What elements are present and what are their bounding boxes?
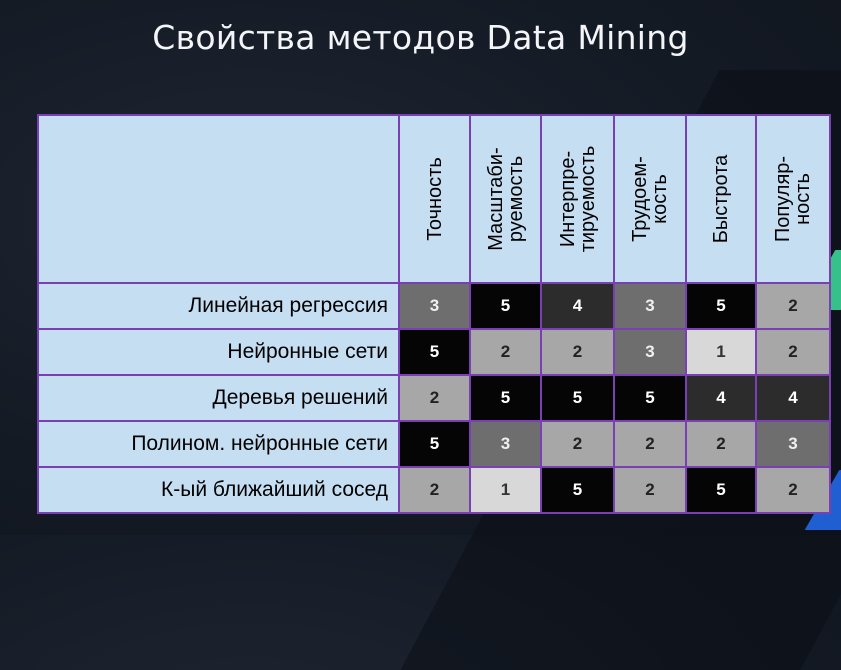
score-cell: 1	[469, 466, 542, 514]
score-cell: 2	[469, 328, 542, 376]
table-row: К-ый ближайший сосед 2 1 5 2 5 2	[37, 466, 831, 514]
slide-title: Свойства методов Data Mining	[152, 18, 689, 57]
score-cell: 3	[469, 420, 542, 468]
score-cell: 2	[398, 374, 471, 422]
score-cell: 2	[755, 328, 831, 376]
score-cell: 5	[685, 466, 757, 514]
table-row: Деревья решений 2 5 5 5 4 4	[37, 374, 831, 422]
score-cell: 5	[540, 374, 615, 422]
score-cell: 5	[398, 328, 471, 376]
score-cell: 2	[613, 466, 687, 514]
corner-cell	[37, 114, 400, 284]
score-cell: 2	[685, 420, 757, 468]
score-cell: 2	[755, 466, 831, 514]
table-row: Полином. нейронные сети 5 3 2 2 2 3	[37, 420, 831, 468]
score-cell: 5	[613, 374, 687, 422]
score-cell: 5	[469, 282, 542, 330]
column-header: Трудоем- кость	[613, 114, 687, 284]
score-cell: 4	[540, 282, 615, 330]
score-cell: 3	[398, 282, 471, 330]
row-label: Деревья решений	[37, 374, 400, 422]
score-cell: 2	[613, 420, 687, 468]
row-label: Линейная регрессия	[37, 282, 400, 330]
score-cell: 3	[755, 420, 831, 468]
score-cell: 2	[540, 420, 615, 468]
score-cell: 3	[613, 282, 687, 330]
header-row: Точность Масштаби- руемость Интерпре- ти…	[37, 114, 831, 284]
score-cell: 2	[755, 282, 831, 330]
score-cell: 4	[755, 374, 831, 422]
comparison-table: Точность Масштаби- руемость Интерпре- ти…	[37, 114, 831, 514]
score-cell: 1	[685, 328, 757, 376]
row-label: Нейронные сети	[37, 328, 400, 376]
table-row: Нейронные сети 5 2 2 3 1 2	[37, 328, 831, 376]
score-cell: 5	[540, 466, 615, 514]
score-cell: 2	[398, 466, 471, 514]
column-header: Быстрота	[685, 114, 757, 284]
score-cell: 2	[540, 328, 615, 376]
column-header: Интерпре- тируемость	[540, 114, 615, 284]
score-cell: 5	[469, 374, 542, 422]
score-cell: 4	[685, 374, 757, 422]
score-cell: 5	[398, 420, 471, 468]
column-header: Популяр- ность	[755, 114, 831, 284]
table-row: Линейная регрессия 3 5 4 3 5 2	[37, 282, 831, 330]
score-cell: 5	[685, 282, 757, 330]
row-label: Полином. нейронные сети	[37, 420, 400, 468]
row-label: К-ый ближайший сосед	[37, 466, 400, 514]
column-header: Точность	[398, 114, 471, 284]
score-cell: 3	[613, 328, 687, 376]
column-header: Масштаби- руемость	[469, 114, 542, 284]
